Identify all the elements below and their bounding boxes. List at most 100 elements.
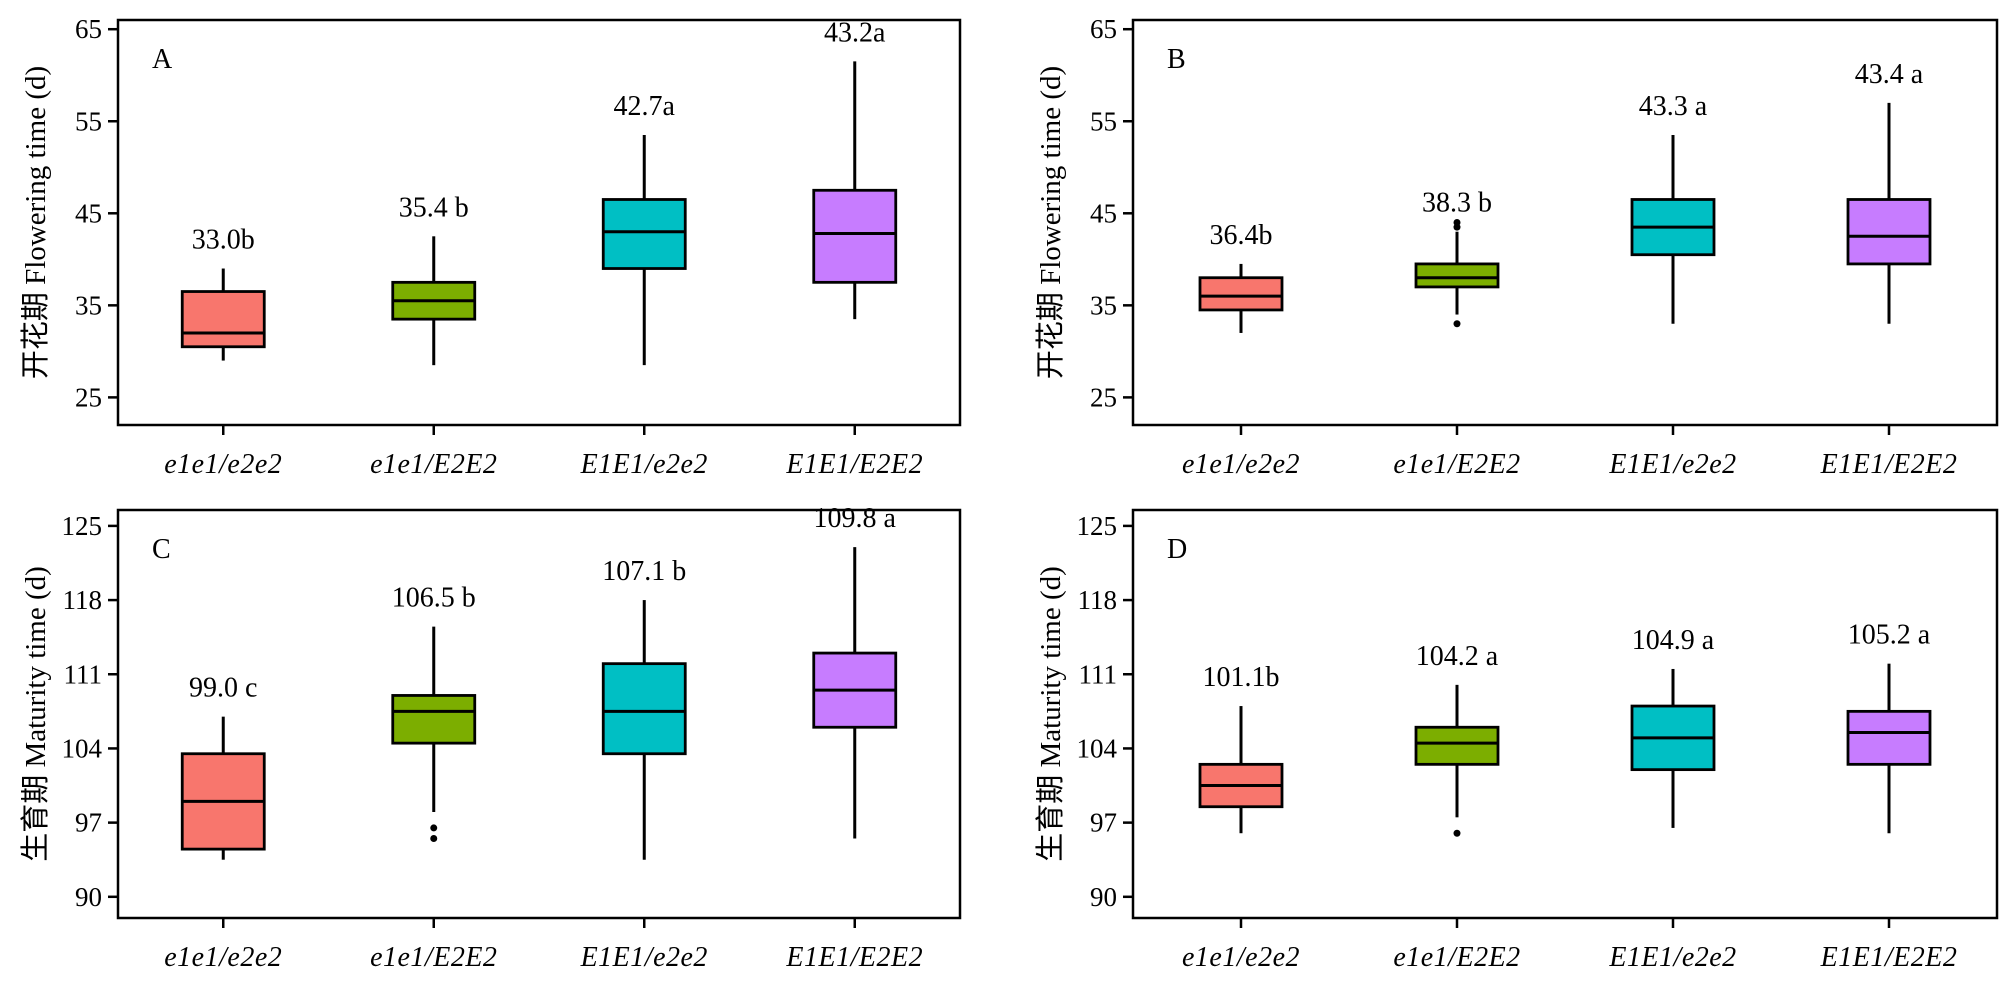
box-e1e1-e2e2: 99.0 c bbox=[180, 673, 266, 860]
y-axis-label: 生育期 Maturity time (d) bbox=[19, 566, 52, 862]
y-tick-label: 65 bbox=[75, 14, 102, 44]
box-annotation: 42.7a bbox=[614, 91, 676, 122]
outlier-point bbox=[1453, 320, 1461, 328]
box-e1e1-e2e2: 33.0b bbox=[180, 225, 266, 361]
box-annotation: 105.2 a bbox=[1848, 620, 1931, 651]
x-tick-label: e1e1/e2e2 bbox=[164, 449, 282, 480]
box-annotation: 99.0 c bbox=[189, 673, 257, 704]
box-annotation: 36.4b bbox=[1210, 220, 1273, 251]
box-annotation: 106.5 b bbox=[392, 583, 476, 614]
box-e1e1-e2e2: 38.3 b bbox=[1414, 188, 1500, 328]
box-annotation: 38.3 b bbox=[1422, 188, 1492, 219]
x-tick-label: e1e1/E2E2 bbox=[1393, 942, 1520, 973]
y-tick-label: 111 bbox=[64, 659, 103, 689]
box-e1e1-e2e2: 104.2 a bbox=[1414, 641, 1500, 837]
x-tick-label: e1e1/E2E2 bbox=[370, 942, 497, 973]
box-annotation: 35.4 b bbox=[399, 192, 469, 223]
y-tick-label: 125 bbox=[62, 511, 103, 541]
y-tick-label: 35 bbox=[75, 290, 102, 320]
box-annotation: 104.9 a bbox=[1632, 625, 1715, 656]
y-tick-label: 90 bbox=[1090, 882, 1117, 912]
box-annotation: 33.0b bbox=[192, 225, 255, 256]
x-tick-label: E1E1/e2e2 bbox=[580, 449, 708, 480]
box-annotation: 104.2 a bbox=[1416, 641, 1499, 672]
box-body bbox=[391, 694, 477, 745]
box-body bbox=[1414, 262, 1500, 289]
box-e1e1-e2e2: 43.2a bbox=[812, 17, 898, 320]
y-axis-label: 开花期 Flowering time (d) bbox=[19, 66, 52, 379]
box-e1e1-e2e2: 42.7a bbox=[601, 91, 687, 366]
y-axis-label: 开花期 Flowering time (d) bbox=[1034, 66, 1067, 379]
panel-letter: C bbox=[152, 534, 171, 565]
y-tick-label: 97 bbox=[75, 808, 102, 838]
outlier-point bbox=[1453, 829, 1461, 837]
x-tick-label: E1E1/E2E2 bbox=[1820, 942, 1958, 973]
y-tick-label: 55 bbox=[1090, 106, 1117, 136]
y-tick-label: 111 bbox=[1079, 659, 1118, 689]
x-tick-label: e1e1/e2e2 bbox=[1182, 942, 1300, 973]
box-body bbox=[1198, 276, 1284, 312]
outlier-point bbox=[430, 824, 438, 832]
y-tick-label: 118 bbox=[63, 585, 103, 615]
box-body bbox=[601, 198, 687, 270]
box-e1e1-e2e2: 35.4 b bbox=[391, 192, 477, 366]
x-tick-label: E1E1/e2e2 bbox=[1608, 449, 1736, 480]
plot-frame bbox=[116, 18, 962, 427]
box-annotation: 43.2a bbox=[824, 17, 886, 48]
box-e1e1-e2e2: 109.8 a bbox=[812, 503, 898, 839]
box-body bbox=[1846, 709, 1932, 766]
plot-frame bbox=[116, 508, 962, 920]
y-axis-label: 生育期 Maturity time (d) bbox=[1034, 566, 1067, 862]
panel-c: 90 97 104 111 118 125 e1e1/e2e2 e1e1/E2E2 E1E1/e… bbox=[19, 503, 962, 973]
box-e1e1-e2e2: 106.5 b bbox=[391, 583, 477, 843]
box-e1e1-e2e2: 101.1b bbox=[1198, 662, 1284, 834]
outlier-point bbox=[430, 835, 438, 843]
y-tick-label: 25 bbox=[1090, 382, 1117, 412]
box-e1e1-e2e2: 105.2 a bbox=[1846, 620, 1932, 834]
box-body bbox=[601, 662, 687, 756]
box-annotation: 109.8 a bbox=[814, 503, 897, 534]
box-body bbox=[180, 290, 266, 349]
box-annotation: 43.3 a bbox=[1639, 91, 1708, 122]
box-e1e1-e2e2: 104.9 a bbox=[1630, 625, 1716, 828]
panel-b: 25 35 45 55 65 e1e1/e2e2 e1e1/E2E2 E1E1/e2e2 E1E… bbox=[1034, 14, 1999, 480]
x-tick-label: e1e1/E2E2 bbox=[1393, 449, 1520, 480]
y-tick-label: 65 bbox=[1090, 14, 1117, 44]
box-e1e1-e2e2: 107.1 b bbox=[601, 556, 687, 860]
y-tick-label: 45 bbox=[1090, 198, 1117, 228]
y-tick-label: 55 bbox=[75, 106, 102, 136]
plot-frame bbox=[1131, 508, 1999, 920]
box-annotation: 43.4 a bbox=[1855, 59, 1924, 90]
box-annotation: 107.1 b bbox=[602, 556, 686, 587]
x-tick-label: E1E1/E2E2 bbox=[785, 942, 923, 973]
outlier-point bbox=[1453, 219, 1461, 226]
panel-d: 90 97 104 111 118 125 e1e1/e2e2 e1e1/E2E2 E1E1/e… bbox=[1034, 508, 1999, 973]
y-tick-label: 104 bbox=[1077, 733, 1118, 763]
y-tick-label: 118 bbox=[1078, 585, 1118, 615]
y-tick-label: 97 bbox=[1090, 808, 1117, 838]
x-tick-label: e1e1/e2e2 bbox=[164, 942, 282, 973]
panel-letter: D bbox=[1167, 534, 1187, 565]
x-tick-label: e1e1/E2E2 bbox=[370, 449, 497, 480]
box-body bbox=[812, 188, 898, 284]
plot-frame bbox=[1131, 18, 1999, 427]
panel-letter: B bbox=[1167, 44, 1186, 75]
box-e1e1-e2e2: 43.4 a bbox=[1846, 59, 1932, 324]
y-tick-label: 45 bbox=[75, 198, 102, 228]
x-tick-label: E1E1/E2E2 bbox=[1820, 449, 1958, 480]
x-tick-label: E1E1/e2e2 bbox=[580, 942, 708, 973]
y-tick-label: 35 bbox=[1090, 290, 1117, 320]
panel-a: 25 35 45 55 65 e1e1/e2e2 e1e1/E2E2 E1E1/e2e2 E1E… bbox=[19, 14, 962, 480]
y-tick-label: 125 bbox=[1077, 511, 1118, 541]
box-e1e1-e2e2: 36.4b bbox=[1198, 220, 1284, 333]
y-tick-label: 25 bbox=[75, 382, 102, 412]
panel-letter: A bbox=[152, 44, 173, 75]
box-annotation: 101.1b bbox=[1203, 662, 1280, 693]
x-tick-label: E1E1/e2e2 bbox=[1608, 942, 1736, 973]
x-tick-label: e1e1/e2e2 bbox=[1182, 449, 1300, 480]
box-body bbox=[1846, 198, 1932, 266]
y-tick-label: 104 bbox=[62, 733, 103, 763]
y-tick-label: 90 bbox=[75, 882, 102, 912]
box-body bbox=[1414, 725, 1500, 766]
